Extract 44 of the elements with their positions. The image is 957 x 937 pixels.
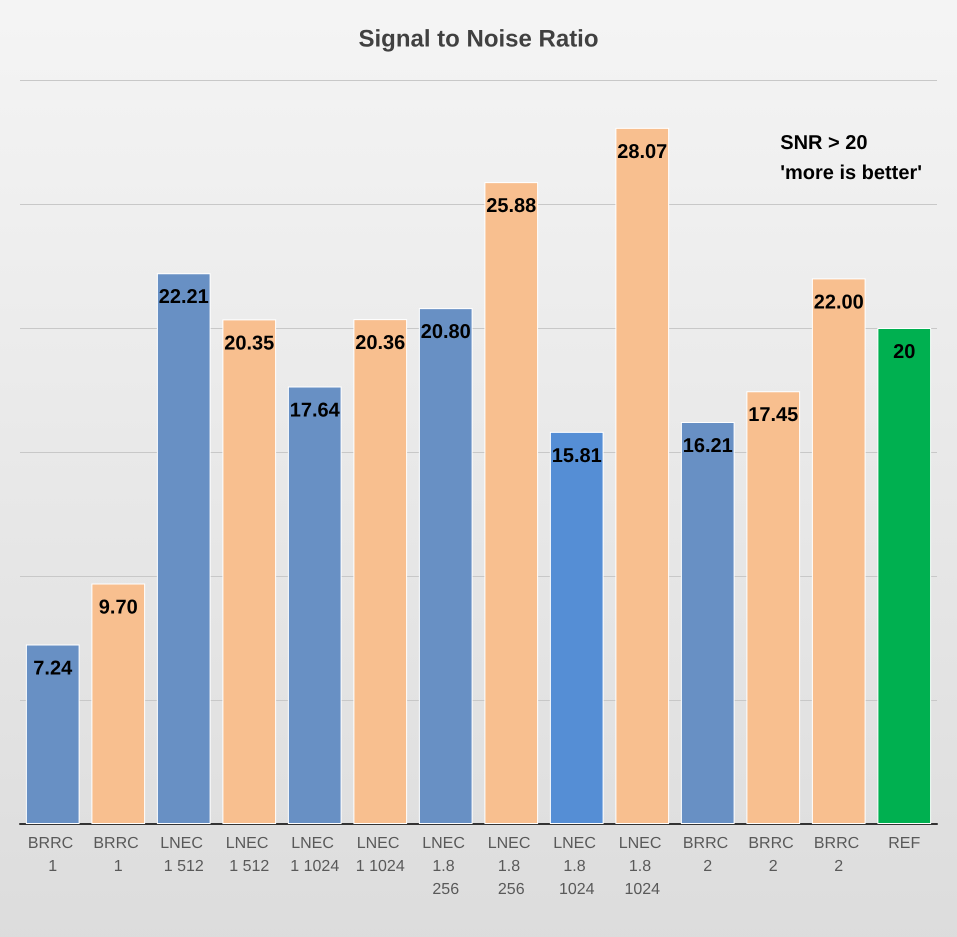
x-tick-label: LNEC 1 1024 (290, 835, 340, 875)
x-tick-label: LNEC 1.8 256 (488, 835, 535, 898)
data-label: 22.21 (158, 286, 209, 308)
x-tick-label: BRRC 1 (28, 835, 78, 875)
bar (222, 319, 276, 824)
data-label: 22.00 (814, 291, 864, 314)
data-label: 20.36 (355, 332, 406, 354)
x-tick-label: BRRC 1 (93, 835, 144, 875)
data-label: 17.45 (748, 404, 798, 426)
bar (812, 278, 866, 824)
bar (91, 583, 146, 824)
data-label: 25.88 (486, 195, 536, 218)
data-label: 9.70 (98, 596, 138, 618)
data-label: 7.24 (33, 657, 74, 680)
x-tick-label: LNEC 1 1024 (356, 835, 405, 875)
x-tick-label: BRRC 2 (814, 835, 864, 875)
bar (746, 391, 800, 824)
data-label: 17.64 (290, 400, 341, 422)
bar (353, 319, 408, 824)
bar (288, 386, 342, 824)
data-label: 16.21 (682, 434, 733, 457)
data-label: 20 (893, 341, 916, 363)
x-tick-label: BRRC 2 (682, 835, 733, 875)
data-label: 20.80 (420, 321, 471, 344)
bar (484, 182, 538, 824)
data-label: 15.81 (552, 444, 602, 467)
x-tick-label: LNEC 1.8 256 (422, 835, 470, 898)
data-label: 28.07 (617, 140, 668, 163)
x-tick-label: LNEC 1 512 (160, 835, 208, 875)
bar (680, 422, 735, 824)
x-tick-label: LNEC 1.8 1024 (618, 835, 666, 898)
x-tick-label: LNEC 1.8 1024 (553, 835, 600, 898)
bar (877, 328, 932, 824)
data-label: 20.35 (224, 332, 274, 354)
bar (26, 644, 80, 824)
bar (615, 128, 670, 824)
bar (156, 273, 211, 824)
chart-title: Signal to Noise Ratio (358, 26, 599, 52)
x-tick-label: REF (888, 835, 920, 852)
x-tick-label: BRRC 2 (748, 835, 798, 875)
bar (418, 308, 473, 824)
annotation: SNR > 20 'more is better' (780, 132, 922, 184)
bar (550, 432, 604, 824)
x-tick-label: LNEC 1 512 (226, 835, 273, 875)
